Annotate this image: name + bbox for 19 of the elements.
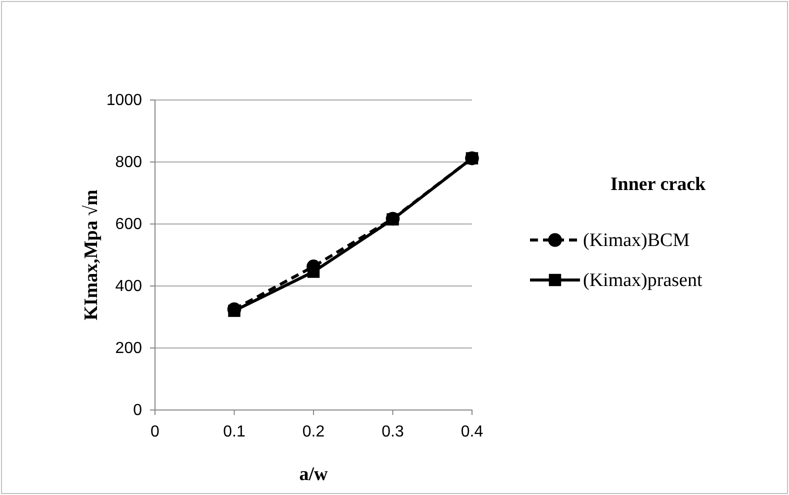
y-tick-label: 200 — [115, 340, 142, 358]
y-tick-label: 1000 — [106, 92, 142, 110]
point — [228, 304, 240, 317]
x-tick-label: 0.4 — [460, 423, 484, 440]
y-axis-title: KImax,Mpa √m — [81, 189, 102, 320]
legend-label: (Kimax)BCM — [583, 230, 690, 251]
legend-label: (Kimax)prasent — [583, 270, 703, 291]
legend-title: Inner crack — [610, 174, 706, 195]
y-tick-label: 0 — [133, 402, 142, 420]
y-tick-label: 600 — [115, 216, 142, 234]
x-tick-label: 0.1 — [223, 423, 246, 440]
x-tick-label: 0.2 — [302, 423, 325, 440]
point — [466, 152, 478, 164]
point — [386, 213, 399, 226]
y-tick-label: 800 — [115, 154, 142, 172]
y-tick-label: 400 — [115, 278, 142, 296]
x-tick-label: 0.3 — [382, 423, 404, 440]
x-axis-title: a/w — [299, 464, 328, 485]
x-tick-label: 0 — [150, 423, 160, 440]
